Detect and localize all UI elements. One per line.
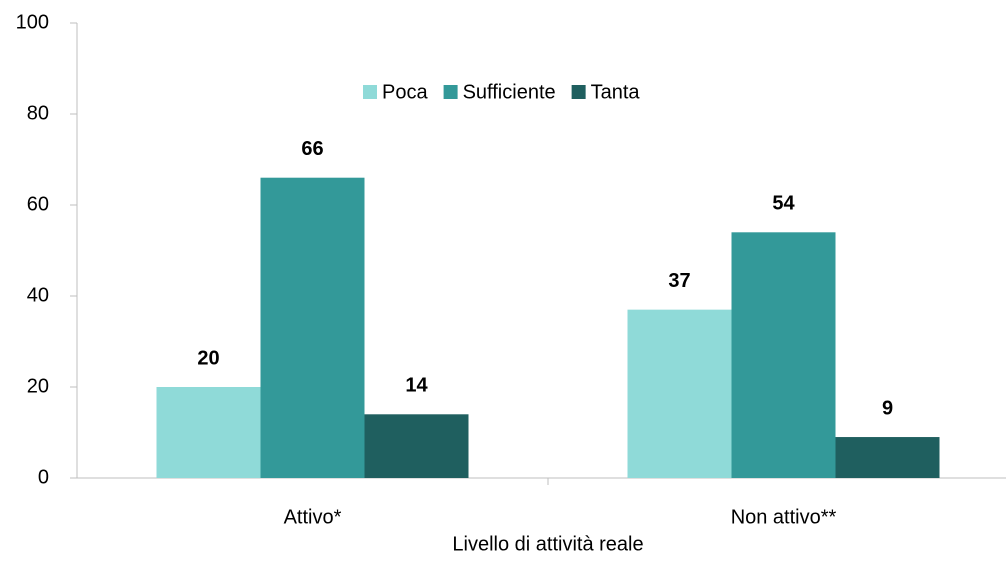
x-tick-label: Attivo* (284, 506, 342, 528)
bar (260, 177, 365, 478)
x-tick-label: Non attivo** (731, 506, 837, 528)
legend-label: Tanta (591, 81, 641, 103)
bar (835, 437, 940, 478)
y-tick-label: 40 (27, 284, 49, 306)
legend-label: Sufficiente (463, 81, 556, 103)
y-tick-label: 20 (27, 375, 49, 397)
data-label: 54 (772, 193, 795, 215)
data-label: 37 (668, 270, 690, 292)
data-label: 20 (197, 347, 219, 369)
legend-swatch (443, 85, 458, 99)
bar (627, 309, 732, 478)
bar (156, 387, 261, 478)
y-tick-label: 60 (27, 193, 49, 215)
data-label: 66 (301, 138, 323, 160)
y-tick-label: 0 (38, 466, 49, 488)
y-tick-label: 80 (27, 102, 49, 124)
legend-label: Poca (382, 81, 428, 103)
y-tick-label: 100 (16, 11, 49, 33)
x-axis-label: Livello di attività reale (452, 533, 643, 555)
legend-swatch (363, 85, 377, 99)
legend-swatch (571, 85, 586, 99)
bar (364, 414, 469, 478)
data-label: 9 (882, 397, 893, 419)
bar (731, 232, 836, 478)
data-label: 14 (405, 375, 428, 397)
